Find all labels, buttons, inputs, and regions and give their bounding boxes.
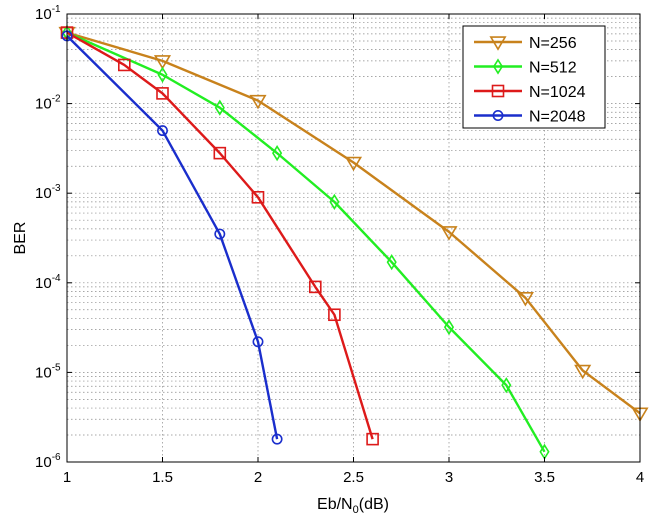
legend-label: N=1024 xyxy=(529,84,586,101)
y-tick-label: 10-5 xyxy=(35,362,61,381)
data-point xyxy=(440,226,458,241)
data-point xyxy=(501,377,512,394)
legend-marker xyxy=(491,84,505,98)
data-point xyxy=(252,336,264,348)
data-point xyxy=(271,433,283,445)
x-tick-label: 2 xyxy=(254,469,262,486)
data-point xyxy=(329,193,340,210)
series-group xyxy=(58,24,649,460)
x-tick-label: 1.5 xyxy=(152,469,173,486)
x-tick-label: 3 xyxy=(445,469,453,486)
data-point xyxy=(328,308,341,322)
y-tick-label: 10-2 xyxy=(35,94,61,113)
series-line xyxy=(66,35,279,440)
y-tick-label: 10-3 xyxy=(35,183,61,202)
legend-marker xyxy=(489,36,507,51)
legend-label: N=512 xyxy=(529,60,577,77)
data-point xyxy=(308,280,322,294)
data-point xyxy=(156,87,169,100)
legend-entry: N=1024 xyxy=(474,84,586,101)
data-point xyxy=(118,58,131,72)
y-tick-label: 10-6 xyxy=(35,452,61,471)
x-tick-label: 3.5 xyxy=(534,469,555,486)
legend-label: N=2048 xyxy=(529,109,586,126)
x-tick-label: 1 xyxy=(63,469,71,486)
series-N=2048 xyxy=(61,30,283,445)
data-point xyxy=(214,99,225,116)
data-point xyxy=(153,55,172,70)
legend-marker xyxy=(492,110,504,121)
series-line xyxy=(66,31,641,415)
legend-label: N=256 xyxy=(529,35,577,52)
data-point xyxy=(249,94,267,110)
legend-entry: N=256 xyxy=(474,35,577,52)
y-tick-label: 10-1 xyxy=(35,4,61,23)
data-point xyxy=(251,190,265,204)
x-axis-label: Eb/N0(dB) xyxy=(317,496,389,516)
series-line xyxy=(66,31,546,453)
data-point xyxy=(344,156,363,172)
data-point xyxy=(516,292,534,307)
data-point xyxy=(214,228,226,240)
x-tick-label: 4 xyxy=(636,469,644,486)
data-point xyxy=(366,432,379,446)
data-point xyxy=(157,125,168,137)
legend: N=256 N=512 N=1024 N=2048 xyxy=(462,25,606,129)
data-point xyxy=(574,364,592,380)
data-point xyxy=(386,254,397,271)
x-tick-label: 2.5 xyxy=(343,469,364,486)
series-line xyxy=(66,31,374,440)
legend-entry: N=512 xyxy=(474,58,577,77)
data-point xyxy=(157,66,168,83)
legend-entry: N=2048 xyxy=(474,109,586,126)
data-point xyxy=(272,145,283,162)
axis-ticks: 1 1.5 2 2.5 3 3.5 4 10-1 10-2 10-3 10-4 10-5 10-6 xyxy=(35,4,644,486)
y-tick-label: 10-4 xyxy=(35,273,61,292)
data-point xyxy=(213,146,227,160)
y-axis-label: BER xyxy=(12,222,29,255)
data-point xyxy=(443,319,455,336)
legend-marker xyxy=(492,58,504,75)
